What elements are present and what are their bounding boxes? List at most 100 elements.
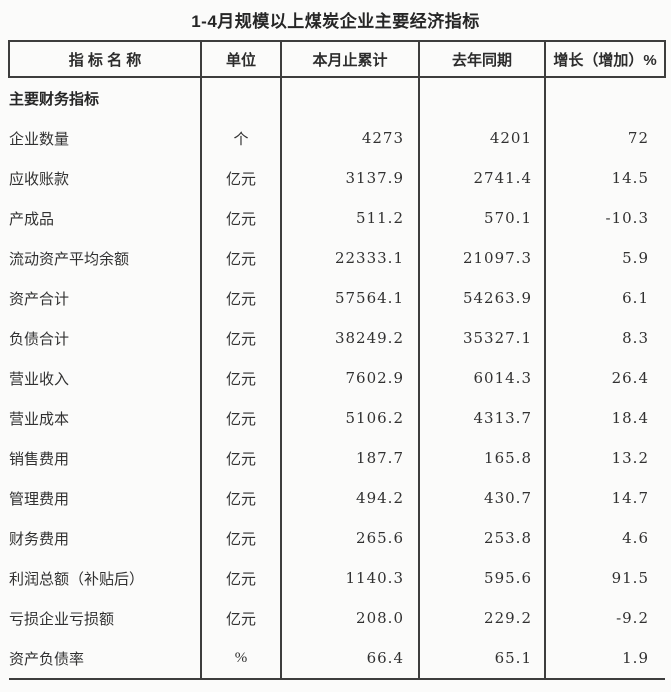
table-row: 资产负债率% 66.4 65.1 1.9 <box>9 638 665 680</box>
table-row: 营业成本 亿元 5106.2 4313.7 18.4 <box>9 398 665 438</box>
indicator-name-cell: 利润总额（补贴后） <box>9 571 145 588</box>
table-row: 营业收入 亿元 7602.9 6014.3 26.4 <box>9 358 665 398</box>
table-row: 负债合计 亿元 38249.2 35327.1 8.3 <box>9 318 665 358</box>
last-year-value-cell: 595.6 <box>418 558 545 598</box>
indicator-name-cell: 财务费用 <box>9 531 70 548</box>
indicator-name-cell: 亏损企业亏损额 <box>9 611 115 628</box>
table-body: 主要财务指标 企业数量个 4273 4201 72 应收账款 亿元 3137.9 2741.4 1… <box>9 77 665 680</box>
growth-value-cell: 1.9 <box>544 638 665 680</box>
indicator-name-cell: 管理费用 <box>9 491 70 508</box>
current-value-cell: 5106.2 <box>280 398 419 438</box>
last-year-value-cell: 430.7 <box>418 478 545 518</box>
growth-value-cell: 4.6 <box>544 518 665 558</box>
table-row: 销售费用 亿元 187.7 165.8 13.2 <box>9 438 665 478</box>
unit-cell: 亿元 <box>200 518 281 558</box>
growth-value-cell: 5.9 <box>544 238 665 278</box>
unit-cell: 亿元 <box>200 318 281 358</box>
last-year-value-cell: 65.1 <box>418 638 545 680</box>
unit-cell: 亿元 <box>200 398 281 438</box>
last-year-value-cell: 165.8 <box>418 438 545 478</box>
unit-cell: 亿元 <box>200 238 281 278</box>
page-title: 1-4月规模以上煤炭企业主要经济指标 <box>191 12 480 31</box>
last-year-value-cell: 229.2 <box>418 598 545 638</box>
growth-value-cell <box>544 77 665 118</box>
indicator-name-cell: 负债合计 <box>9 331 70 348</box>
indicator-name-cell: 产成品 <box>9 211 55 228</box>
unit-cell: 亿元 <box>200 598 281 638</box>
growth-value-cell: 18.4 <box>544 398 665 438</box>
current-value-cell: 3137.9 <box>280 158 419 198</box>
header-row: 指 标 名 称 单位 本月止累计 去年同期 增长（增加）% <box>8 40 666 78</box>
growth-value-cell: -10.3 <box>544 198 665 238</box>
unit-cell: 亿元 <box>200 198 281 238</box>
current-value-cell: 208.0 <box>280 598 419 638</box>
current-value-cell: 187.7 <box>280 438 419 478</box>
growth-value-cell: 91.5 <box>544 558 665 598</box>
current-value-cell <box>280 77 419 118</box>
last-year-value-cell: 21097.3 <box>418 238 545 278</box>
last-year-value-cell: 2741.4 <box>418 158 545 198</box>
last-year-value-cell <box>418 77 545 118</box>
growth-value-cell: 14.5 <box>544 158 665 198</box>
current-value-cell: 66.4 <box>280 638 419 680</box>
growth-value-cell: 14.7 <box>544 478 665 518</box>
growth-value-cell: 8.3 <box>544 318 665 358</box>
table-row: 利润总额（补贴后） 亿元 1140.3 595.6 91.5 <box>9 558 665 598</box>
last-year-value-cell: 4313.7 <box>418 398 545 438</box>
unit-cell: % <box>200 638 281 680</box>
section-header-row: 主要财务指标 <box>9 77 665 118</box>
last-year-value-cell: 35327.1 <box>418 318 545 358</box>
current-value-cell: 7602.9 <box>280 358 419 398</box>
indicator-name-cell: 营业成本 <box>9 411 70 428</box>
column-header-growth-percent: 增长（增加）% <box>544 40 666 78</box>
indicator-name-cell: 资产负债率 <box>9 638 201 680</box>
unit-cell: 亿元 <box>200 278 281 318</box>
unit-cell: 个 <box>200 118 281 158</box>
growth-value-cell: 72 <box>544 118 665 158</box>
unit-cell: 亿元 <box>200 478 281 518</box>
indicator-name-cell: 流动资产平均余额 <box>9 251 130 268</box>
table-row: 资产合计 亿元 57564.1 54263.9 6.1 <box>9 278 665 318</box>
indicator-name-cell: 企业数量 <box>9 131 70 148</box>
unit-cell: 亿元 <box>200 558 281 598</box>
column-header-last-year-same-period: 去年同期 <box>418 40 546 78</box>
table-row: 亏损企业亏损额 亿元 208.0 229.2 -9.2 <box>9 598 665 638</box>
indicator-name-cell: 营业收入 <box>9 371 70 388</box>
indicator-name-cell: 主要财务指标 <box>9 91 100 108</box>
table-row: 企业数量 个 4273 4201 72 <box>9 118 665 158</box>
unit-cell: 亿元 <box>200 358 281 398</box>
table-row: 应收账款 亿元 3137.9 2741.4 14.5 <box>9 158 665 198</box>
last-year-value-cell: 570.1 <box>418 198 545 238</box>
current-value-cell: 22333.1 <box>280 238 419 278</box>
table-row: 财务费用 亿元 265.6 253.8 4.6 <box>9 518 665 558</box>
indicator-name-cell: 应收账款 <box>9 171 70 188</box>
last-year-value-cell: 4201 <box>418 118 545 158</box>
last-year-value-cell: 253.8 <box>418 518 545 558</box>
current-value-cell: 494.2 <box>280 478 419 518</box>
current-value-cell: 1140.3 <box>280 558 419 598</box>
column-header-unit: 单位 <box>200 40 282 78</box>
growth-value-cell: -9.2 <box>544 598 665 638</box>
table-row: 管理费用 亿元 494.2 430.7 14.7 <box>9 478 665 518</box>
table-header: 指 标 名 称 单位 本月止累计 去年同期 增长（增加）% <box>8 40 666 78</box>
current-value-cell: 38249.2 <box>280 318 419 358</box>
indicators-table: 指 标 名 称 单位 本月止累计 去年同期 增长（增加）% 主要财务指标 企业数量… <box>8 40 666 680</box>
growth-value-cell: 26.4 <box>544 358 665 398</box>
current-value-cell: 4273 <box>280 118 419 158</box>
unit-cell <box>200 77 281 118</box>
current-value-cell: 265.6 <box>280 518 419 558</box>
unit-cell: 亿元 <box>200 158 281 198</box>
current-value-cell: 511.2 <box>280 198 419 238</box>
column-header-current-cumulative: 本月止累计 <box>280 40 420 78</box>
last-year-value-cell: 6014.3 <box>418 358 545 398</box>
current-value-cell: 57564.1 <box>280 278 419 318</box>
growth-value-cell: 13.2 <box>544 438 665 478</box>
indicator-name-cell: 资产合计 <box>9 291 70 308</box>
table-row: 产成品 亿元 511.2 570.1 -10.3 <box>9 198 665 238</box>
table-row: 流动资产平均余额 亿元 22333.1 21097.3 5.9 <box>9 238 665 278</box>
growth-value-cell: 6.1 <box>544 278 665 318</box>
indicator-name-cell: 销售费用 <box>9 451 70 468</box>
last-year-value-cell: 54263.9 <box>418 278 545 318</box>
column-header-indicator-name: 指 标 名 称 <box>8 40 202 78</box>
